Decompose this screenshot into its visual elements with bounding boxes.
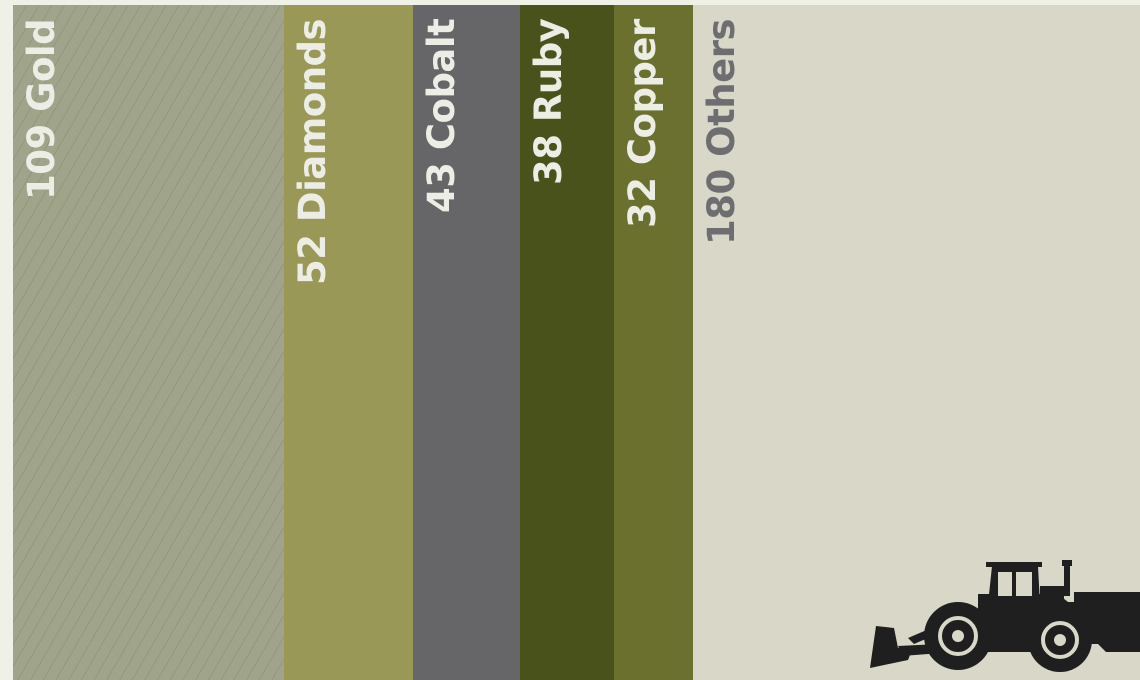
- bar-label-copper: 32 Copper: [621, 19, 664, 228]
- bar-label-ruby: 38 Ruby: [527, 18, 570, 185]
- bar-diamonds: 52 Diamonds: [284, 5, 413, 680]
- bar-label-diamonds: 52 Diamonds: [291, 18, 334, 285]
- bar-gold: 109 Gold: [13, 5, 284, 680]
- bar-label-cobalt: 43 Cobalt: [420, 18, 463, 213]
- bar-ruby: 38 Ruby: [520, 5, 614, 680]
- bar-cobalt: 43 Cobalt: [413, 5, 520, 680]
- bulldozer-icon: [870, 560, 1140, 672]
- bar-label-others: 180 Others: [700, 19, 743, 245]
- plot-area: 109 Gold 52 Diamonds 43 Cobalt 38 Ruby 32 Co…: [13, 5, 1140, 680]
- bar-label-gold: 109 Gold: [20, 18, 63, 200]
- bar-copper: 32 Copper: [614, 5, 693, 680]
